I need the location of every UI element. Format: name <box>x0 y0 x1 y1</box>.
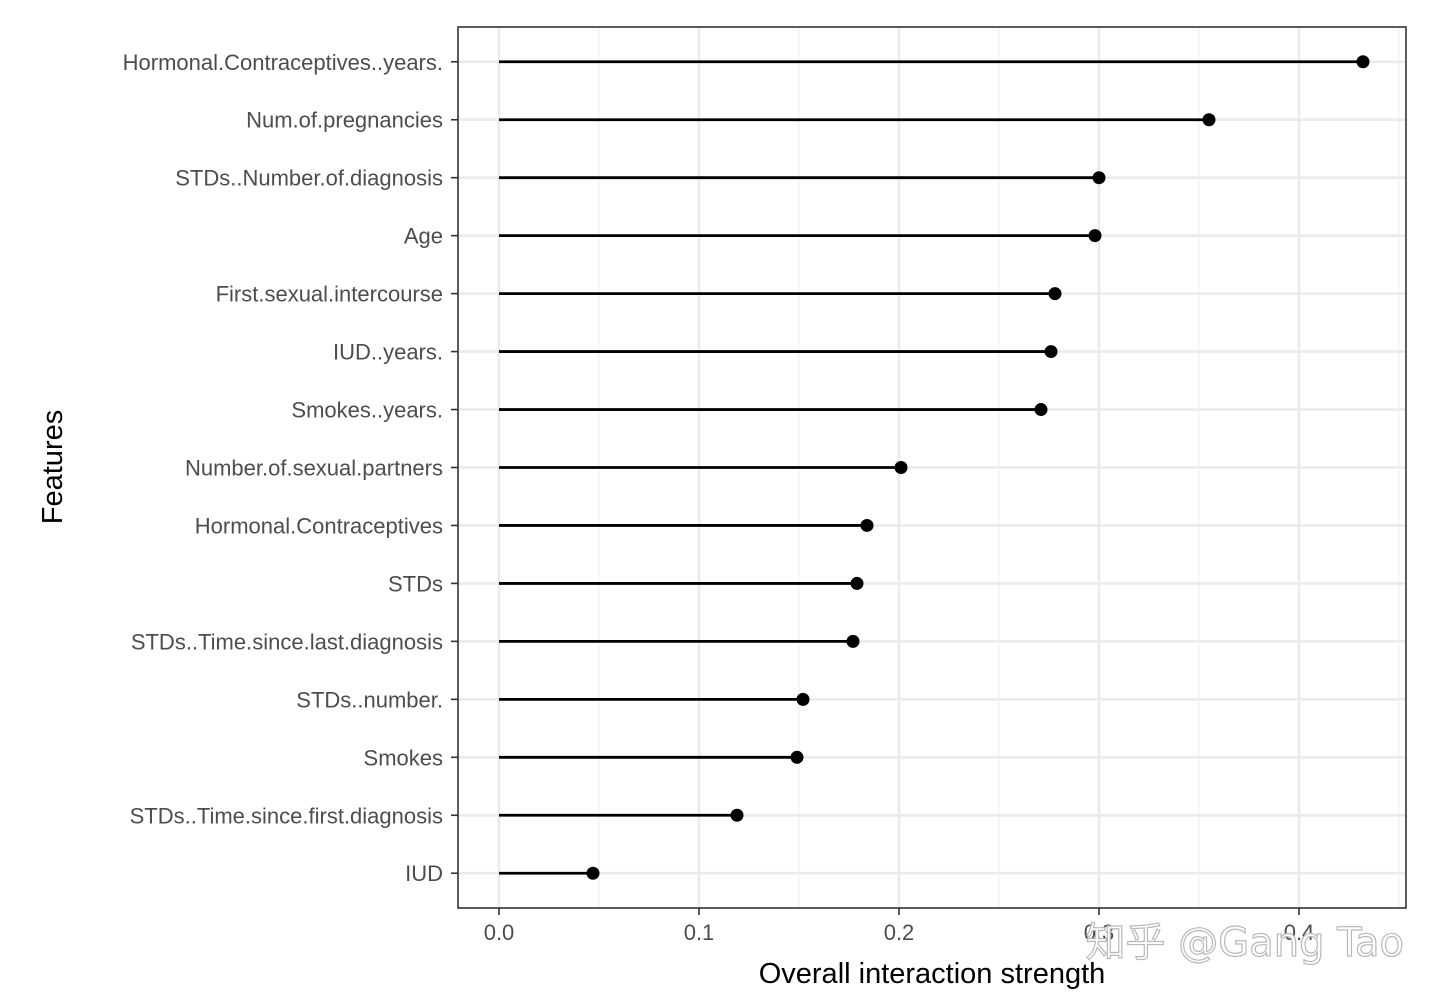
lollipop-point <box>1044 345 1058 359</box>
lollipop-point <box>860 518 874 532</box>
y-tick-label: Smokes <box>364 745 443 770</box>
y-axis: Hormonal.Contraceptives..years. Num.of.pr… <box>123 50 458 886</box>
lollipop-point <box>586 866 600 880</box>
y-tick-label: STDs..Number.of.diagnosis <box>175 166 443 191</box>
lollipop-point <box>730 808 744 822</box>
lollipop-point <box>1034 403 1048 417</box>
y-tick-label: Num.of.pregnancies <box>246 108 443 133</box>
x-axis: 0.0 0.1 0.2 0.3 0.4 <box>484 908 1315 945</box>
y-tick-label: STDs..Time.since.first.diagnosis <box>130 803 443 828</box>
x-tick-label: 0.2 <box>884 920 915 945</box>
lollipop-marks <box>499 55 1370 880</box>
y-tick-label: STDs <box>388 571 443 596</box>
lollipop-point <box>894 461 908 474</box>
y-tick-label: IUD <box>405 861 443 886</box>
y-axis-title: Features <box>37 410 69 524</box>
lollipop-point <box>1202 113 1216 127</box>
x-tick-label: 0.1 <box>684 920 715 945</box>
x-tick-label: 0.4 <box>1284 920 1315 945</box>
y-tick-label: Smokes..years. <box>291 398 443 423</box>
lollipop-point <box>1092 171 1106 185</box>
y-tick-label: STDs..number. <box>296 687 443 712</box>
x-axis-title: Overall interaction strength <box>759 958 1106 990</box>
y-tick-label: Age <box>404 224 443 249</box>
y-tick-label: Hormonal.Contraceptives <box>195 513 443 538</box>
y-tick-label: First.sexual.intercourse <box>216 282 443 307</box>
y-tick-label: STDs..Time.since.last.diagnosis <box>131 629 443 654</box>
x-tick-label: 0.3 <box>1084 920 1115 945</box>
lollipop-point <box>796 692 810 706</box>
lollipop-point <box>850 576 864 590</box>
lollipop-point <box>846 634 860 648</box>
x-tick-label: 0.0 <box>484 920 515 945</box>
lollipop-point <box>790 750 804 764</box>
y-tick-label: Number.of.sexual.partners <box>185 456 443 481</box>
lollipop-point <box>1088 229 1102 243</box>
lollipop-point <box>1048 287 1062 301</box>
lollipop-point <box>1356 55 1370 69</box>
y-tick-label: IUD..years. <box>333 340 443 365</box>
y-tick-label: Hormonal.Contraceptives..years. <box>123 50 443 75</box>
watermark: 知乎 @Gang Tao <box>1086 920 1404 966</box>
